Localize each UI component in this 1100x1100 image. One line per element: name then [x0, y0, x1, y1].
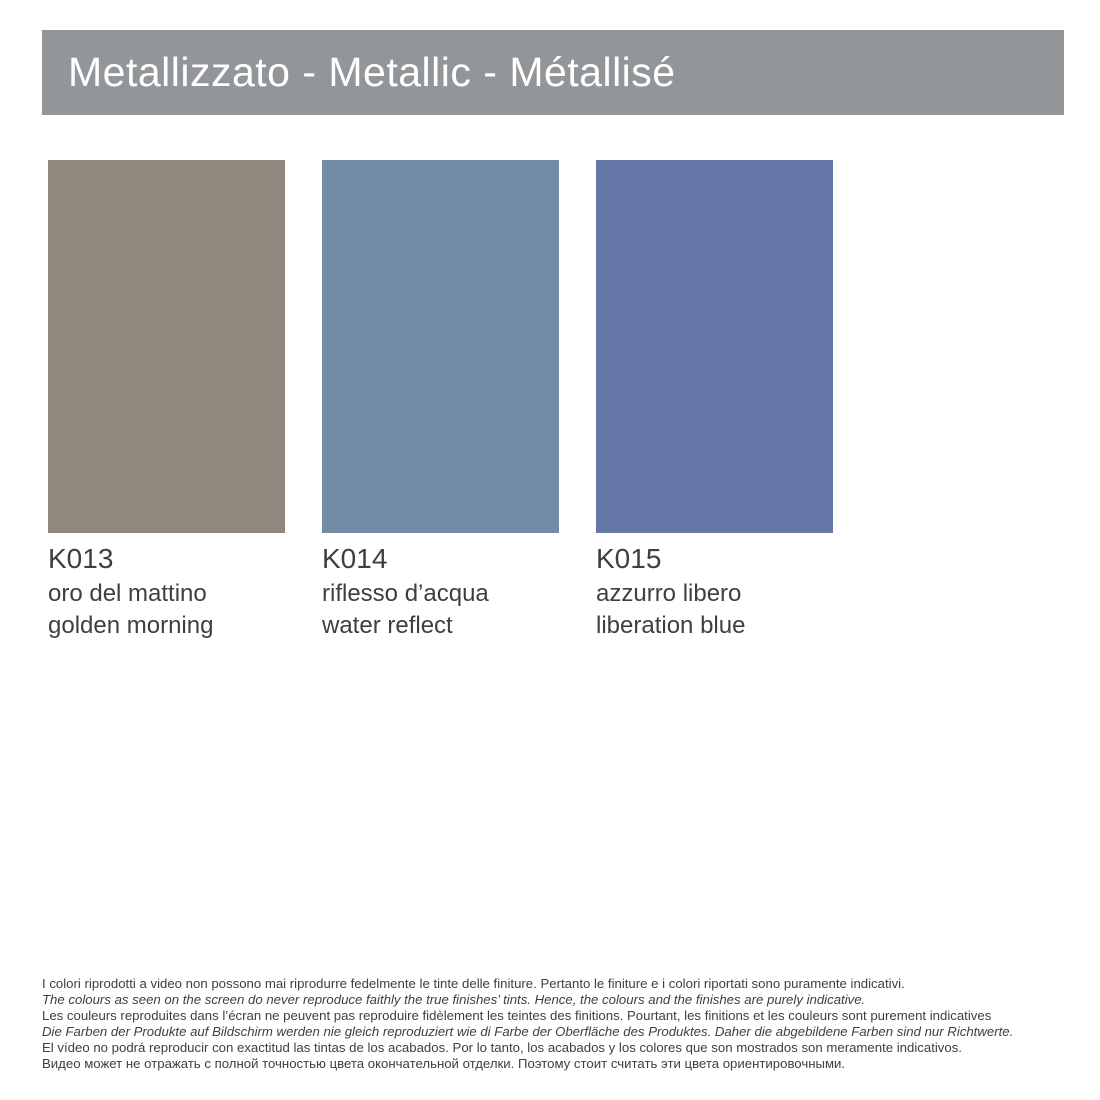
- page-title: Metallizzato - Metallic - Métallisé: [68, 49, 676, 95]
- swatch-row: K013 oro del mattino golden morning K014…: [48, 160, 833, 642]
- color-swatch-k013: [48, 160, 285, 533]
- disclaimer-line-italian: I colori riprodotti a video non possono …: [42, 976, 905, 991]
- disclaimer-line-spanish: El vídeo no podrá reproducir con exactit…: [42, 1040, 962, 1055]
- color-swatch-k015: [596, 160, 833, 533]
- swatch-name-english: golden morning: [48, 612, 214, 639]
- swatch-name-english: water reflect: [322, 612, 453, 639]
- swatch-card-k015: K015 azzurro libero liberation blue: [596, 160, 833, 642]
- swatch-card-k014: K014 riflesso d’acqua water reflect: [322, 160, 559, 642]
- disclaimer-line-french: Les couleurs reproduites dans l’écran ne…: [42, 1008, 992, 1023]
- swatch-code: K015: [596, 543, 662, 574]
- swatch-name-italian: azzurro libero: [596, 580, 742, 607]
- swatch-card-k013: K013 oro del mattino golden morning: [48, 160, 285, 642]
- color-swatch-k014: [322, 160, 559, 533]
- section-header-banner: Metallizzato - Metallic - Métallisé: [42, 30, 1064, 115]
- disclaimer-block: I colori riprodotti a video non possono …: [42, 976, 1072, 1072]
- swatch-code: K014: [322, 543, 388, 574]
- disclaimer-line-german: Die Farben der Produkte auf Bildschirm w…: [42, 1024, 1014, 1039]
- swatch-code: K013: [48, 543, 114, 574]
- disclaimer-line-russian: Видео может не отражать с полной точност…: [42, 1056, 846, 1071]
- disclaimer-line-english: The colours as seen on the screen do nev…: [42, 992, 866, 1007]
- swatch-name-italian: riflesso d’acqua: [322, 580, 489, 607]
- swatch-name-english: liberation blue: [596, 612, 746, 639]
- swatch-name-italian: oro del mattino: [48, 580, 207, 607]
